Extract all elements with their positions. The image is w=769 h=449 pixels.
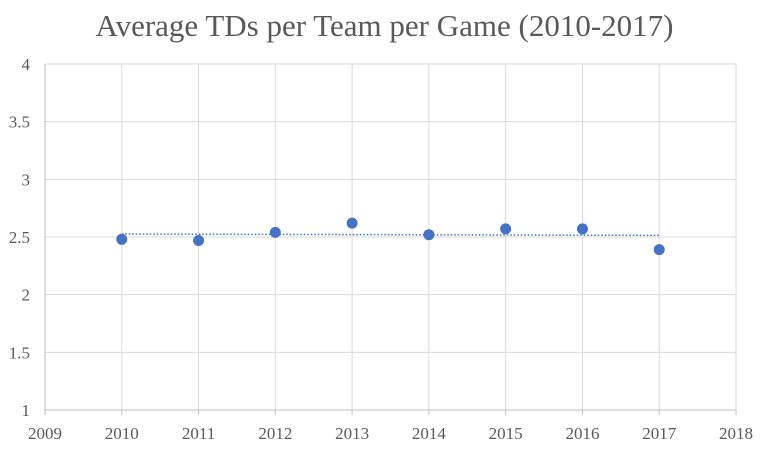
y-tick-label: 2.5 (9, 228, 30, 247)
y-tick-labels: 1 1.5 2 2.5 3 3.5 4 (9, 55, 31, 420)
x-tick-label: 2009 (28, 424, 62, 443)
axes (44, 64, 737, 415)
x-tick-label: 2011 (182, 424, 215, 443)
trendline-layer (121, 233, 660, 237)
data-point (116, 233, 128, 245)
x-tick-label: 2015 (489, 424, 523, 443)
data-point (346, 217, 358, 229)
y-tick-label: 4 (22, 55, 31, 74)
x-tick-label: 2014 (412, 424, 447, 443)
x-tick-label: 2013 (335, 424, 369, 443)
data-point (500, 223, 512, 235)
data-point (269, 226, 281, 238)
x-tick-label: 2017 (642, 424, 677, 443)
y-tick-label: 3.5 (9, 113, 30, 132)
trendline (121, 233, 660, 237)
data-point (653, 244, 665, 256)
y-tick-label: 3 (22, 170, 31, 189)
y-tick-label: 2 (22, 286, 31, 305)
data-points (116, 217, 665, 256)
x-tick-label: 2012 (258, 424, 292, 443)
data-point (193, 234, 205, 246)
y-tick-label: 1.5 (9, 343, 30, 362)
x-tick-label: 2016 (565, 424, 599, 443)
x-tick-label: 2010 (105, 424, 139, 443)
y-tick-label: 1 (22, 401, 31, 420)
x-tick-label: 2018 (719, 424, 753, 443)
data-point (576, 223, 588, 235)
chart-title: Average TDs per Team per Game (2010-2017… (95, 8, 674, 43)
x-tick-labels: 2009 2010 2011 2012 2013 2014 2015 2016 2017 2018 (28, 424, 753, 443)
data-point (423, 229, 435, 241)
y-gridlines (45, 63, 736, 411)
